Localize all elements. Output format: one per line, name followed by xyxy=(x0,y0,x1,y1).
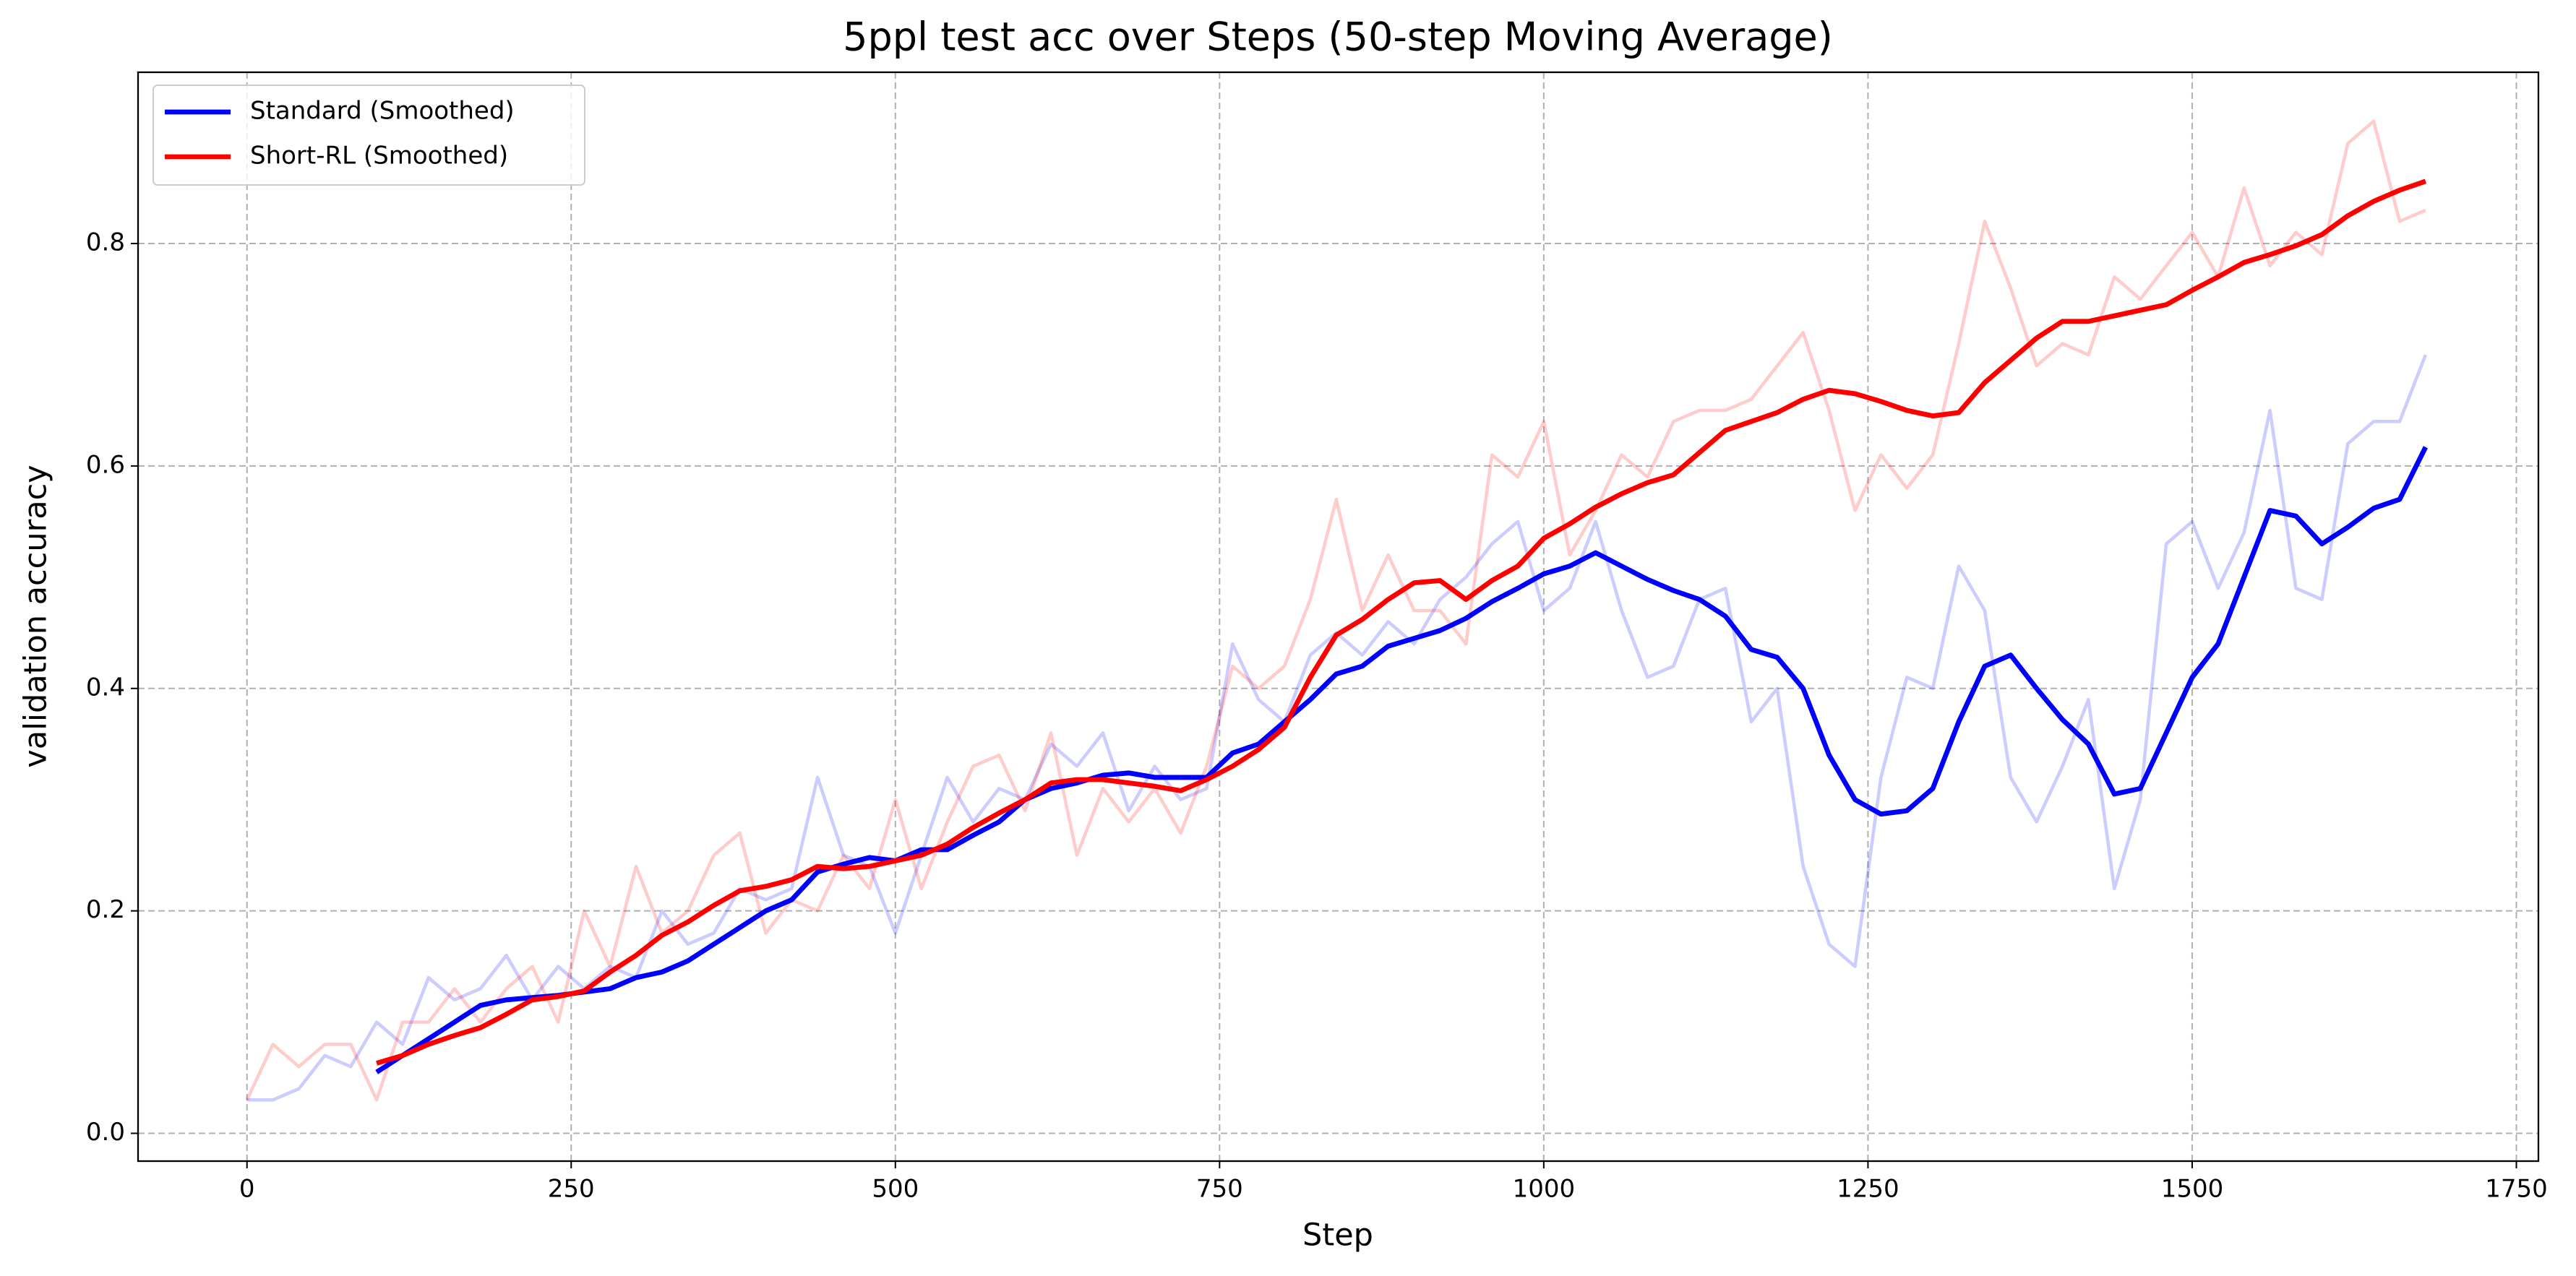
series-line xyxy=(376,178,2427,1066)
y-tick-label: 0.6 xyxy=(86,450,125,479)
legend-box xyxy=(153,85,585,186)
x-tick-label: 0 xyxy=(239,1175,255,1204)
legend-label: Short-RL (Smoothed) xyxy=(250,142,508,171)
x-tick-label: 1750 xyxy=(2485,1175,2548,1204)
x-tick-label: 500 xyxy=(872,1175,919,1204)
x-tick-label: 750 xyxy=(1196,1175,1243,1204)
chart-title: 5ppl test acc over Steps (50-step Moving… xyxy=(843,14,1833,60)
y-tick-label: 0.2 xyxy=(86,895,125,924)
series-line xyxy=(245,119,2426,1102)
x-tick-label: 250 xyxy=(548,1175,595,1204)
x-axis-label: Step xyxy=(1302,1217,1373,1254)
y-axis-label: validation accuracy xyxy=(18,465,54,767)
x-tick-label: 1250 xyxy=(1837,1175,1899,1204)
series-line xyxy=(375,446,2428,1074)
y-tick-label: 0.4 xyxy=(86,673,125,702)
y-tick-label: 0.8 xyxy=(86,228,125,257)
y-tick-label: 0.0 xyxy=(86,1118,125,1147)
legend-label: Standard (Smoothed) xyxy=(250,97,515,126)
x-tick-label: 1000 xyxy=(1513,1175,1576,1204)
x-tick-label: 1500 xyxy=(2161,1175,2224,1204)
axes-frame xyxy=(137,71,2540,1163)
